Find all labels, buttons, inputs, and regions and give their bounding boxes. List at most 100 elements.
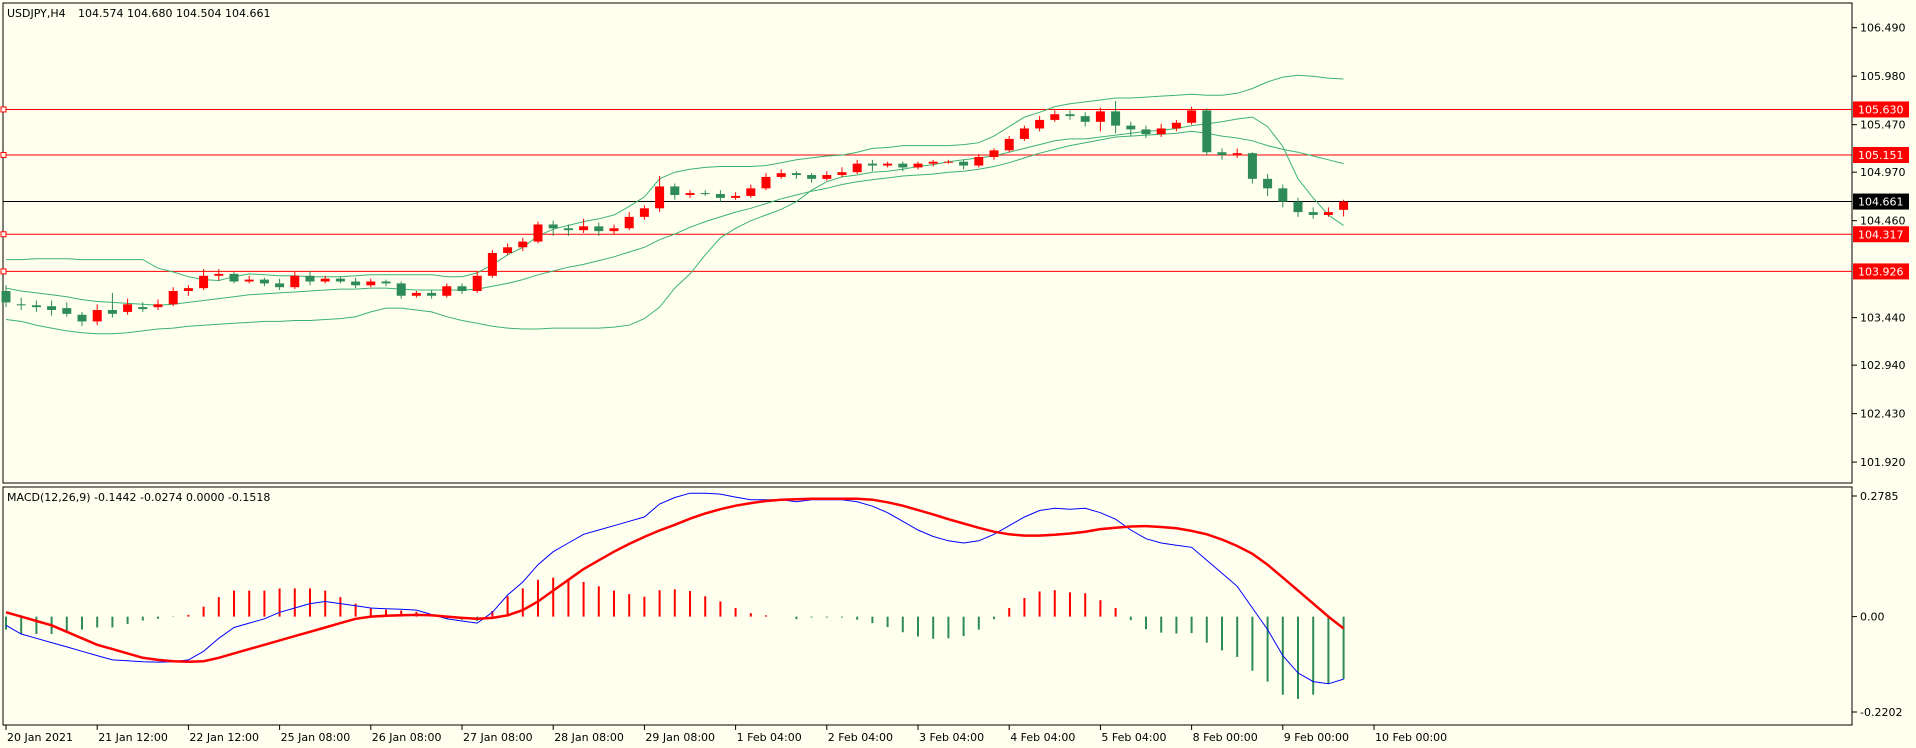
candle[interactable] (807, 173, 817, 183)
candle[interactable] (214, 269, 224, 281)
candle[interactable] (1065, 110, 1075, 120)
candle[interactable] (1187, 106, 1197, 125)
candle[interactable] (457, 283, 467, 294)
candle[interactable] (31, 300, 41, 312)
candle[interactable] (1111, 100, 1121, 134)
candle-body (427, 292, 437, 296)
level-handle[interactable] (0, 151, 7, 158)
candle[interactable] (199, 269, 209, 291)
candle[interactable] (1247, 152, 1257, 184)
candle[interactable] (913, 161, 923, 170)
candle[interactable] (1339, 199, 1349, 217)
candle[interactable] (731, 192, 741, 200)
candle[interactable] (335, 276, 345, 284)
candle[interactable] (77, 311, 87, 327)
candle-body (290, 275, 300, 288)
candle[interactable] (1323, 207, 1333, 217)
candle[interactable] (442, 283, 452, 298)
price-tick-label: 104.970 (1860, 166, 1906, 179)
candle[interactable] (396, 281, 406, 299)
candle[interactable] (685, 190, 695, 198)
candle[interactable] (1050, 110, 1060, 122)
candle[interactable] (837, 167, 847, 177)
candle[interactable] (1156, 123, 1166, 138)
candle[interactable] (1202, 108, 1212, 156)
candle[interactable] (518, 237, 528, 252)
candle[interactable] (183, 285, 193, 296)
candle[interactable] (503, 243, 513, 255)
candle[interactable] (62, 302, 72, 317)
price-tick-label: 102.430 (1860, 408, 1906, 421)
candle[interactable] (275, 278, 285, 291)
candle[interactable] (746, 184, 756, 198)
candle[interactable] (974, 154, 984, 168)
level-price-label: 104.317 (1853, 226, 1909, 243)
candle[interactable] (1232, 148, 1242, 158)
candle[interactable] (579, 218, 589, 234)
candle[interactable] (898, 161, 908, 172)
candle[interactable] (989, 148, 999, 160)
candle[interactable] (776, 169, 786, 179)
candle[interactable] (624, 212, 634, 231)
candle[interactable] (548, 220, 558, 236)
candle[interactable] (472, 271, 482, 293)
candle[interactable] (639, 205, 649, 220)
candle[interactable] (700, 190, 710, 196)
candle[interactable] (761, 173, 771, 191)
candle[interactable] (1004, 136, 1014, 153)
candle[interactable] (943, 159, 953, 164)
level-handle[interactable] (0, 231, 7, 238)
level-handle[interactable] (0, 268, 7, 275)
candle[interactable] (92, 304, 102, 326)
candle[interactable] (1019, 125, 1029, 141)
candle[interactable] (1141, 125, 1151, 138)
candle[interactable] (487, 250, 497, 278)
candle[interactable] (1278, 184, 1288, 208)
candle[interactable] (1293, 197, 1303, 217)
candle[interactable] (852, 159, 862, 175)
candle[interactable] (883, 161, 893, 168)
candle[interactable] (670, 183, 680, 200)
candle[interactable] (1263, 174, 1273, 196)
candle[interactable] (168, 287, 178, 307)
candle[interactable] (609, 224, 619, 234)
candle[interactable] (259, 277, 269, 287)
candle[interactable] (791, 171, 801, 179)
candle[interactable] (533, 221, 543, 244)
candle[interactable] (411, 291, 421, 298)
candle[interactable] (351, 277, 361, 289)
candle[interactable] (107, 292, 117, 318)
candle[interactable] (381, 279, 391, 287)
candle[interactable] (47, 300, 57, 316)
candle[interactable] (320, 275, 330, 284)
candle[interactable] (959, 159, 969, 170)
candle[interactable] (715, 190, 725, 202)
candle[interactable] (123, 298, 133, 315)
candle[interactable] (1308, 207, 1318, 219)
candle[interactable] (229, 271, 239, 284)
candle-body (1111, 111, 1121, 126)
candle[interactable] (1035, 116, 1045, 132)
candle[interactable] (305, 271, 315, 286)
candle[interactable] (290, 271, 300, 290)
candle[interactable] (655, 175, 665, 213)
candle[interactable] (1, 285, 11, 308)
candle[interactable] (1126, 121, 1136, 137)
candle[interactable] (16, 297, 26, 311)
level-handle[interactable] (0, 106, 7, 113)
candle[interactable] (1080, 112, 1090, 127)
candle[interactable] (153, 299, 163, 311)
candle[interactable] (867, 159, 877, 172)
candle[interactable] (427, 290, 437, 299)
candle[interactable] (928, 159, 938, 167)
candle[interactable] (822, 171, 832, 181)
candle[interactable] (563, 224, 573, 236)
candle[interactable] (1095, 107, 1105, 132)
candle[interactable] (138, 302, 148, 312)
candle[interactable] (366, 278, 376, 288)
candle[interactable] (594, 222, 604, 236)
candle[interactable] (1171, 119, 1181, 132)
candle[interactable] (1217, 148, 1227, 160)
candle[interactable] (244, 275, 254, 284)
